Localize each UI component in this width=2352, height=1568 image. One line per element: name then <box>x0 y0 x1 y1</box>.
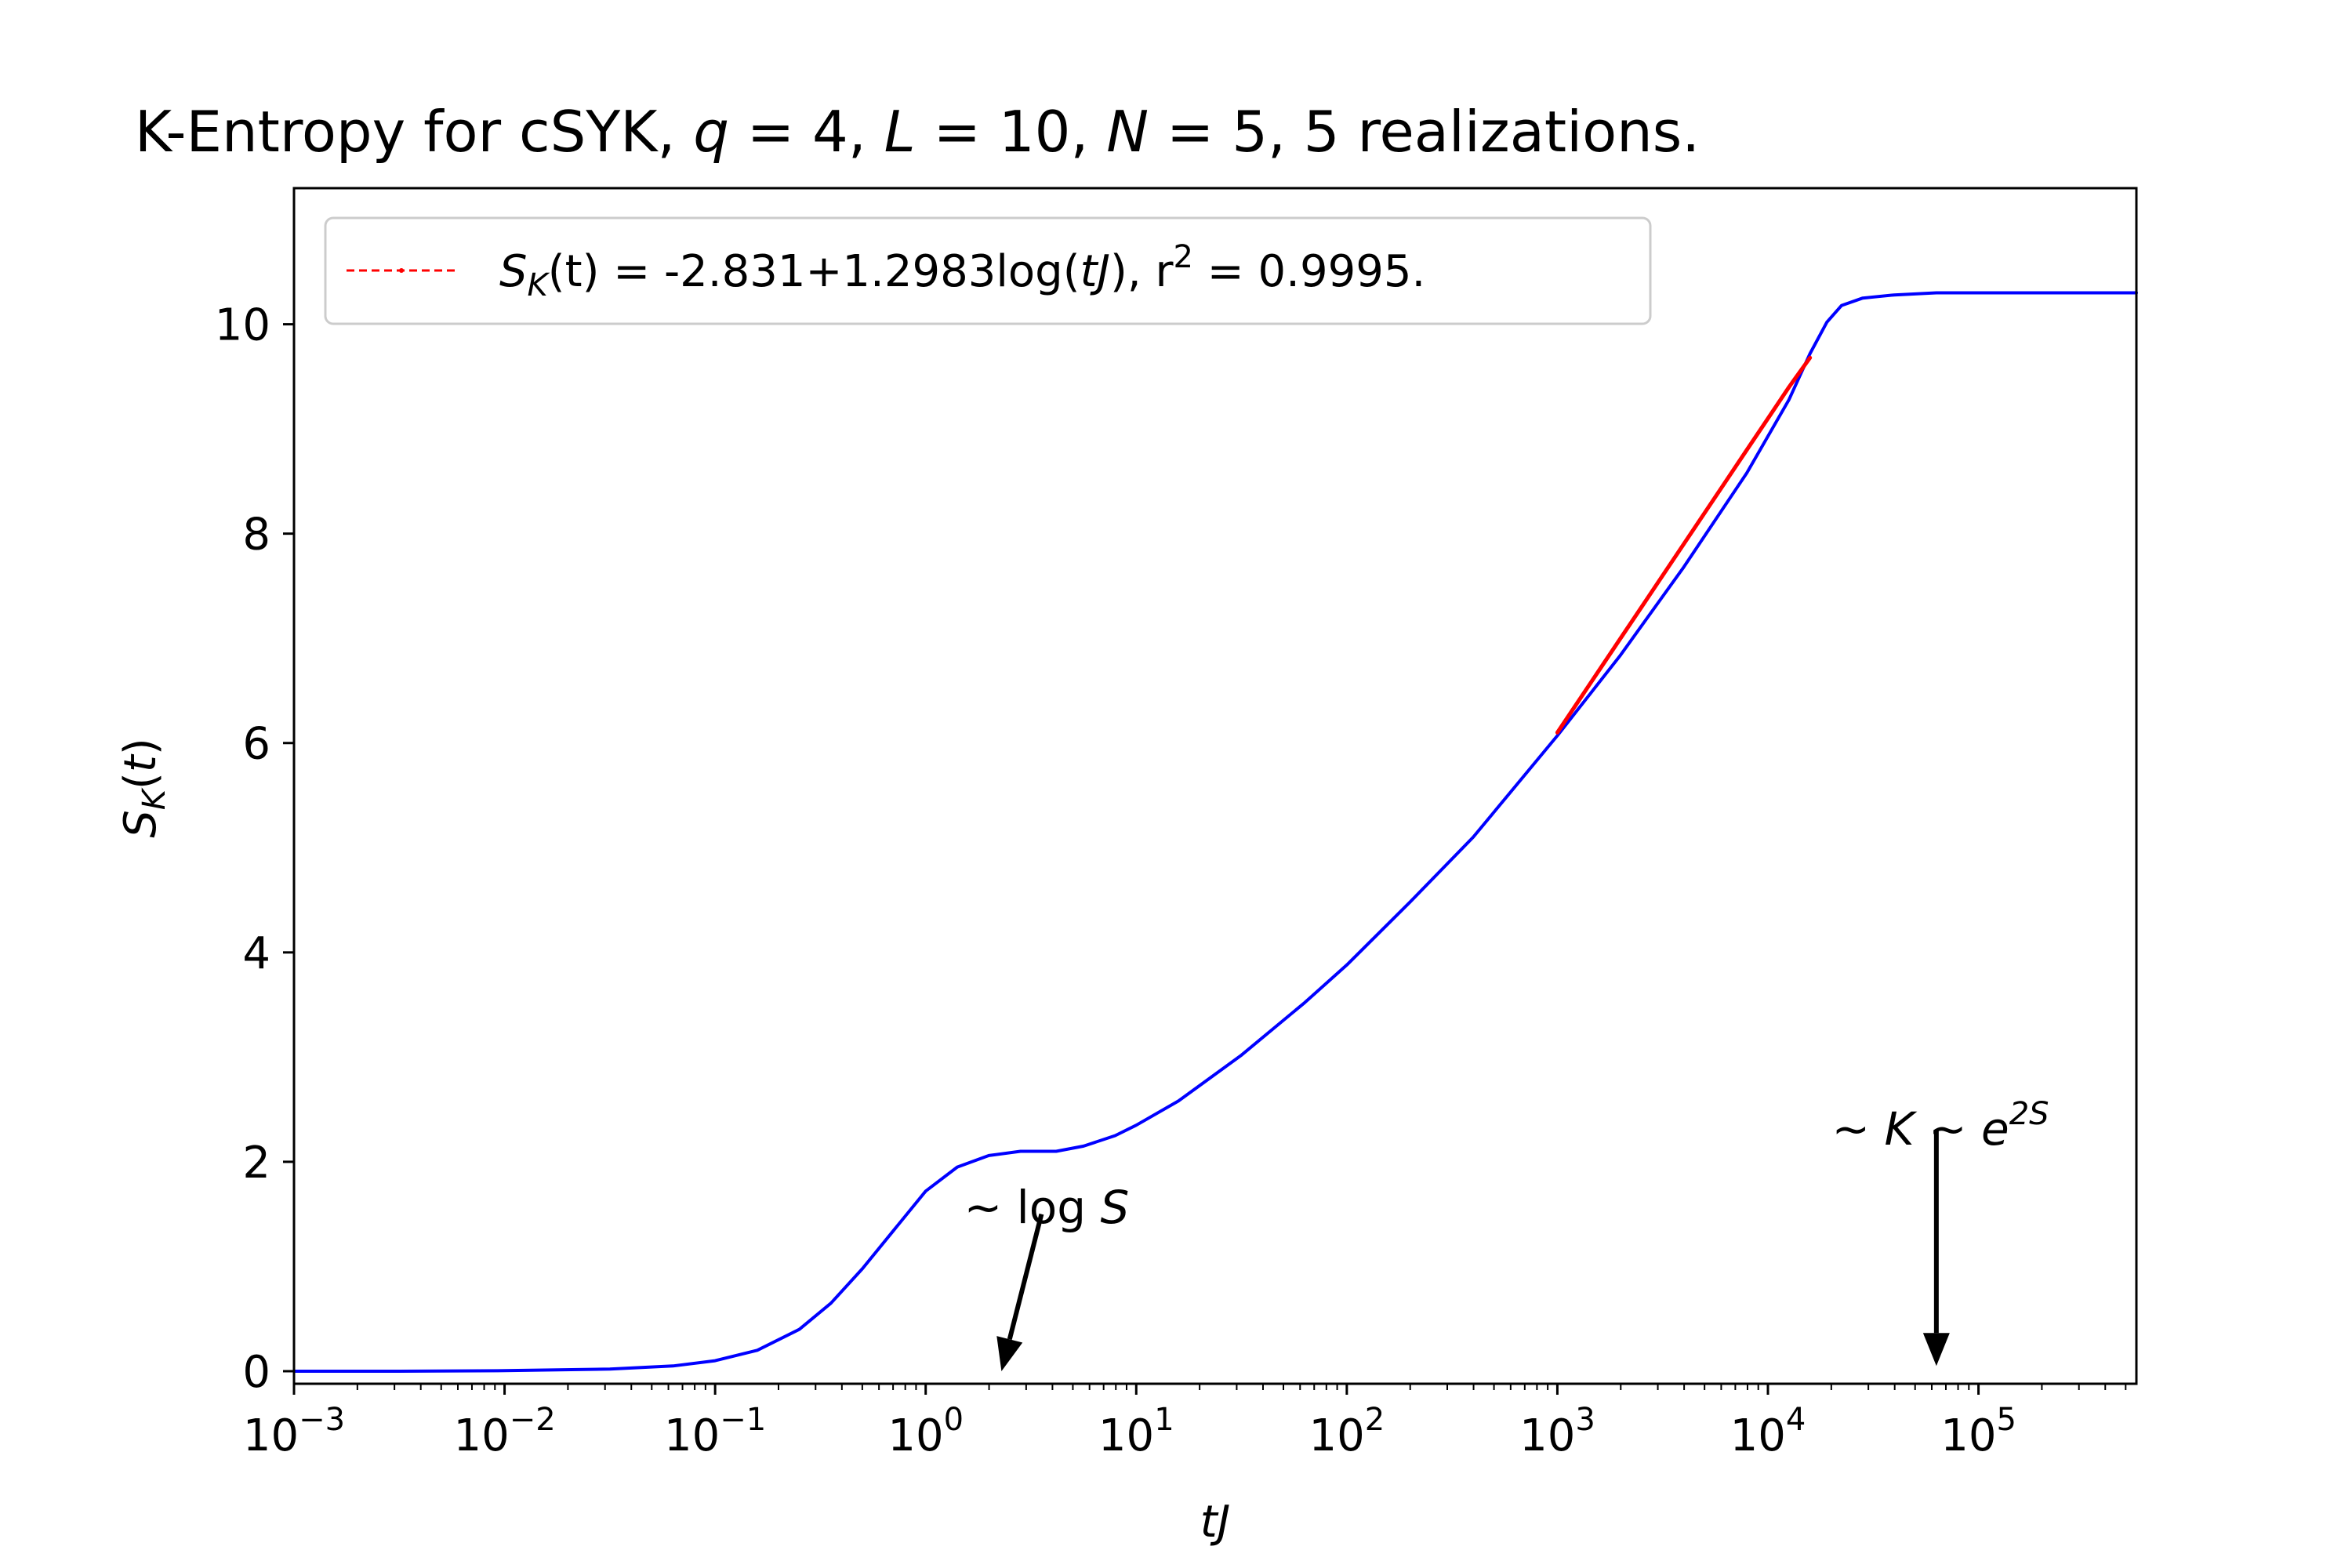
x-tick-label: 10−3 <box>243 1402 345 1461</box>
y-tick-label: 8 <box>242 510 270 561</box>
legend-box <box>324 216 1652 325</box>
series-line-fit <box>1555 355 1813 735</box>
x-axis-label: tJ <box>1200 1497 1230 1548</box>
chart-title: K-Entropy for cSYK, q = 4, L = 10, N = 5… <box>135 99 1700 165</box>
y-tick-label: 6 <box>242 719 270 770</box>
y-tick-label: 4 <box>242 928 270 979</box>
tick-layer: 10−3 10−2 10−1 100 101 102 103 104 105 0 2 4 6 8 10 <box>215 300 2127 1461</box>
K-annotation-arrow-head <box>1922 1333 1950 1367</box>
y-tick-label: 2 <box>242 1138 270 1189</box>
legend-marker-sample <box>399 268 404 273</box>
log-S-annotation-arrow-head <box>996 1336 1023 1371</box>
series-line-entropy <box>292 291 2138 1373</box>
x-tick-label: 103 <box>1519 1402 1595 1461</box>
x-tick-label: 101 <box>1098 1402 1174 1461</box>
x-tick-label: 104 <box>1730 1402 1806 1461</box>
x-tick-label: 10−2 <box>453 1402 555 1461</box>
series-layer <box>292 291 2138 1373</box>
x-tick-label: 102 <box>1308 1402 1385 1461</box>
y-tick-label: 10 <box>215 300 270 351</box>
x-tick-label: 105 <box>1940 1402 2016 1461</box>
y-axis-label: SK(t) <box>115 738 172 837</box>
log-S-annotation-arrow-shaft <box>1007 1213 1044 1341</box>
x-tick-label: 10−1 <box>664 1402 766 1461</box>
y-tick-label: 0 <box>242 1347 270 1398</box>
log-S-annotation-text: ~ log S <box>964 1181 1130 1234</box>
annotation-layer <box>996 1130 1950 1371</box>
legend: SK(t) = -2.831+1.2983log(tJ), r2 = 0.999… <box>324 216 1652 325</box>
K-annotation-text: ~ K ~ e2S <box>1831 1096 2049 1156</box>
x-tick-label: 100 <box>887 1402 964 1461</box>
plot-area <box>292 187 2138 1385</box>
legend-entry-label: SK(t) = -2.831+1.2983log(tJ), r2 = 0.999… <box>499 239 1425 303</box>
